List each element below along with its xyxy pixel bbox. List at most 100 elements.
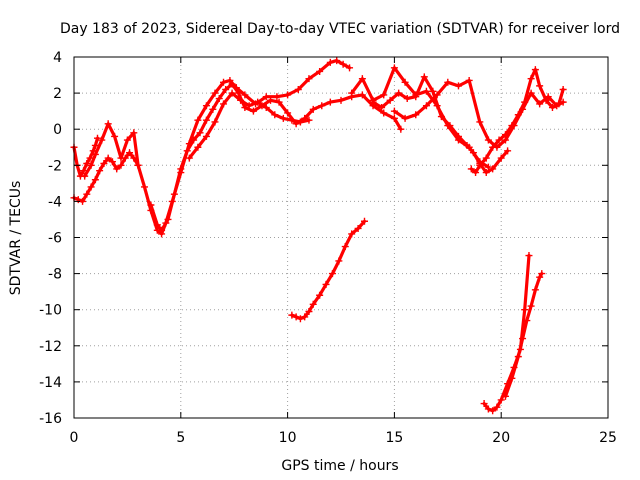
series-arc-2 xyxy=(72,151,140,203)
data-point xyxy=(220,78,228,86)
data-point xyxy=(117,154,125,162)
data-point xyxy=(469,149,477,157)
x-tick-label: 15 xyxy=(385,430,403,446)
data-point xyxy=(316,291,324,299)
data-point xyxy=(228,80,236,88)
data-point xyxy=(134,161,142,169)
data-point xyxy=(170,190,178,198)
data-point xyxy=(531,286,539,294)
data-point xyxy=(249,107,257,115)
data-point xyxy=(164,215,172,223)
data-point xyxy=(354,224,362,232)
y-tick-label: -14 xyxy=(39,375,62,391)
y-tick-label: -8 xyxy=(48,267,62,283)
data-point xyxy=(527,75,535,83)
data-point xyxy=(360,217,368,225)
data-point xyxy=(326,58,334,66)
data-point xyxy=(284,91,292,99)
data-point xyxy=(140,183,148,191)
data-point xyxy=(209,105,217,113)
data-point xyxy=(358,75,366,83)
data-point xyxy=(328,270,336,278)
data-point xyxy=(489,407,497,415)
y-tick-label: -2 xyxy=(48,158,62,174)
data-point xyxy=(284,109,292,117)
data-point xyxy=(237,96,245,104)
data-point xyxy=(83,190,91,198)
data-point xyxy=(273,93,281,101)
x-tick-label: 0 xyxy=(70,430,79,446)
data-point xyxy=(305,75,313,83)
data-point xyxy=(484,405,492,413)
y-tick-label: -10 xyxy=(39,303,62,319)
data-point xyxy=(87,183,95,191)
data-point xyxy=(401,114,409,122)
tick-layer xyxy=(73,56,609,419)
data-point xyxy=(104,154,112,162)
data-point xyxy=(380,91,388,99)
data-point xyxy=(369,98,377,106)
data-point xyxy=(301,313,309,321)
data-point xyxy=(437,113,445,121)
data-point xyxy=(519,335,527,343)
series-layer xyxy=(70,57,567,415)
data-point xyxy=(305,116,313,124)
data-point xyxy=(525,252,533,260)
data-point xyxy=(296,315,304,323)
data-point xyxy=(147,201,155,209)
data-point xyxy=(527,302,535,310)
data-point xyxy=(395,89,403,97)
data-point xyxy=(211,118,219,126)
data-point xyxy=(202,116,210,124)
data-point xyxy=(489,143,497,151)
data-point xyxy=(454,132,462,140)
data-point xyxy=(465,76,473,84)
data-point xyxy=(542,96,550,104)
data-point xyxy=(305,308,313,316)
data-point xyxy=(222,85,230,93)
data-point xyxy=(241,104,249,112)
data-point xyxy=(467,165,475,173)
data-point xyxy=(335,257,343,265)
data-point xyxy=(401,78,409,86)
data-point xyxy=(126,149,134,157)
data-point xyxy=(433,91,441,99)
data-point xyxy=(262,93,270,101)
data-point xyxy=(111,132,119,140)
tick-label-layer: 0 5 10 15 20 25 -16 -14 -12 -10 -8 -6 -4 -2 0 2 4 xyxy=(39,50,617,446)
data-point xyxy=(454,82,462,90)
data-point xyxy=(495,136,503,144)
data-point xyxy=(316,67,324,75)
data-point xyxy=(559,85,567,93)
data-point xyxy=(504,147,512,155)
data-point xyxy=(493,403,501,411)
data-point xyxy=(292,313,300,321)
data-point xyxy=(215,95,223,103)
data-point xyxy=(482,169,490,177)
data-point xyxy=(348,230,356,238)
x-tick-label: 20 xyxy=(492,430,510,446)
data-point xyxy=(497,154,505,162)
data-point xyxy=(194,116,202,124)
data-point xyxy=(476,118,484,126)
y-tick-label: -4 xyxy=(48,194,62,210)
data-point xyxy=(390,114,398,122)
data-point xyxy=(202,102,210,110)
data-point xyxy=(183,147,191,155)
data-point xyxy=(100,159,108,167)
data-point xyxy=(254,98,262,106)
data-point xyxy=(83,159,91,167)
data-point xyxy=(514,111,522,119)
data-point xyxy=(108,158,116,166)
data-point xyxy=(326,98,334,106)
grid-layer xyxy=(74,57,608,418)
y-tick-label: 2 xyxy=(53,86,62,102)
chart-title: Day 183 of 2023, Sidereal Day-to-day VTE… xyxy=(60,21,620,37)
data-point xyxy=(536,82,544,90)
data-point xyxy=(271,111,279,119)
data-point xyxy=(177,165,185,173)
data-point xyxy=(386,96,394,104)
data-point xyxy=(79,197,87,205)
